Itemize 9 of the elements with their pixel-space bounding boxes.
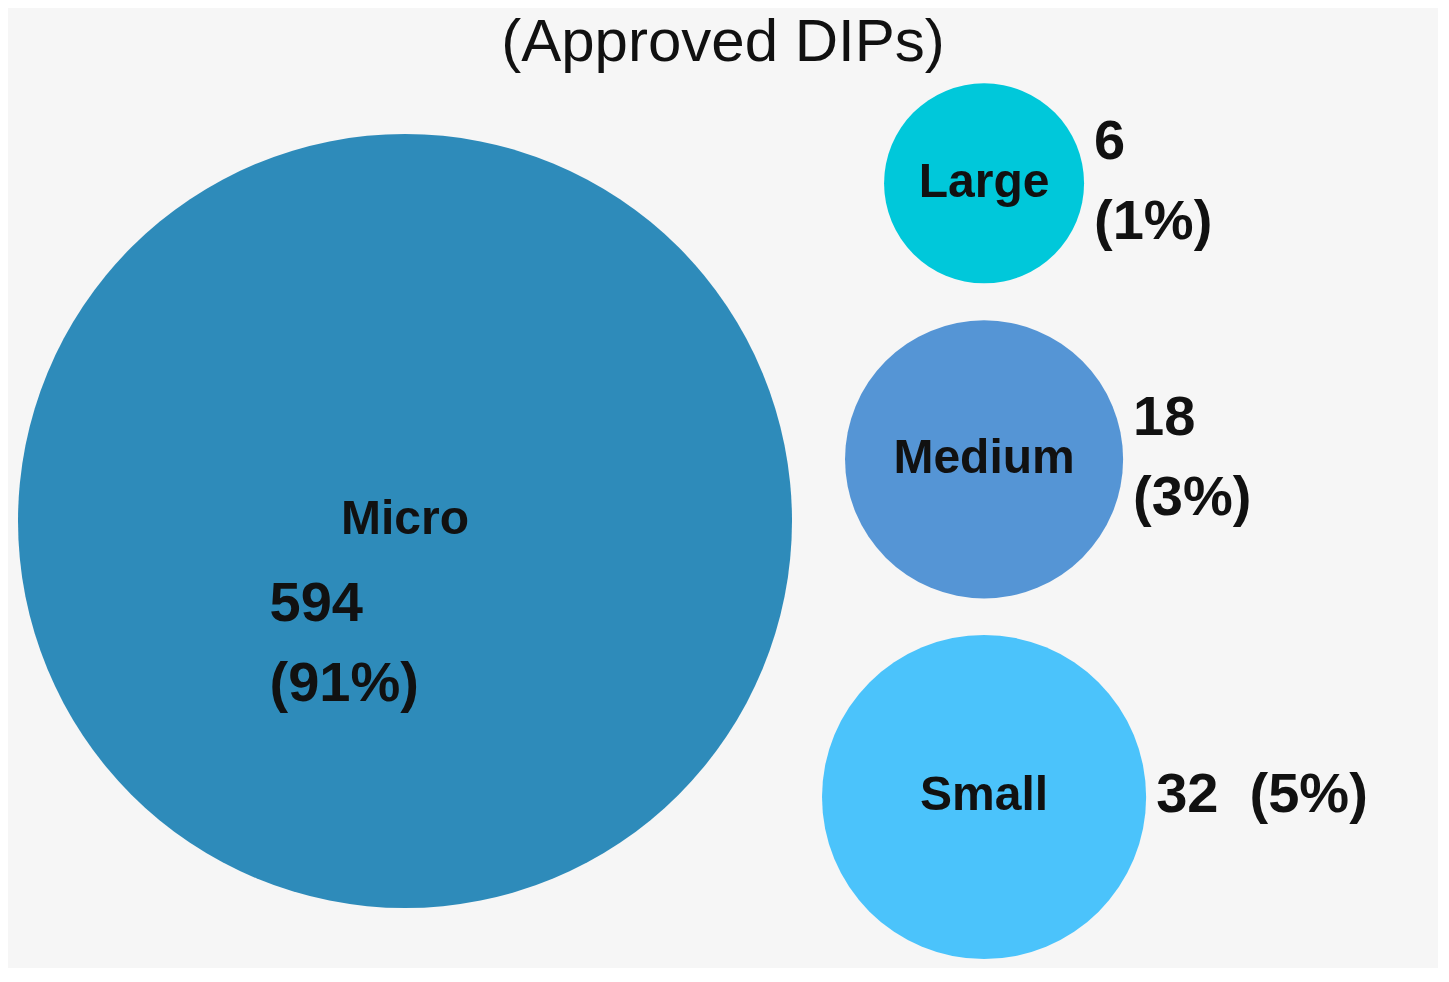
category-label: Medium [893, 429, 1075, 483]
data-label: 32 (5%) [1156, 761, 1368, 825]
category-label: Large [918, 153, 1050, 207]
text: (Approved DIPs) [501, 6, 945, 74]
data-label: 594 (91%) [269, 570, 419, 714]
data-label: 6 (1%) [1094, 107, 1213, 251]
category-label: Small [920, 767, 1049, 821]
data-label: 18 (3%) [1133, 383, 1252, 527]
category-label: Micro [340, 491, 470, 545]
